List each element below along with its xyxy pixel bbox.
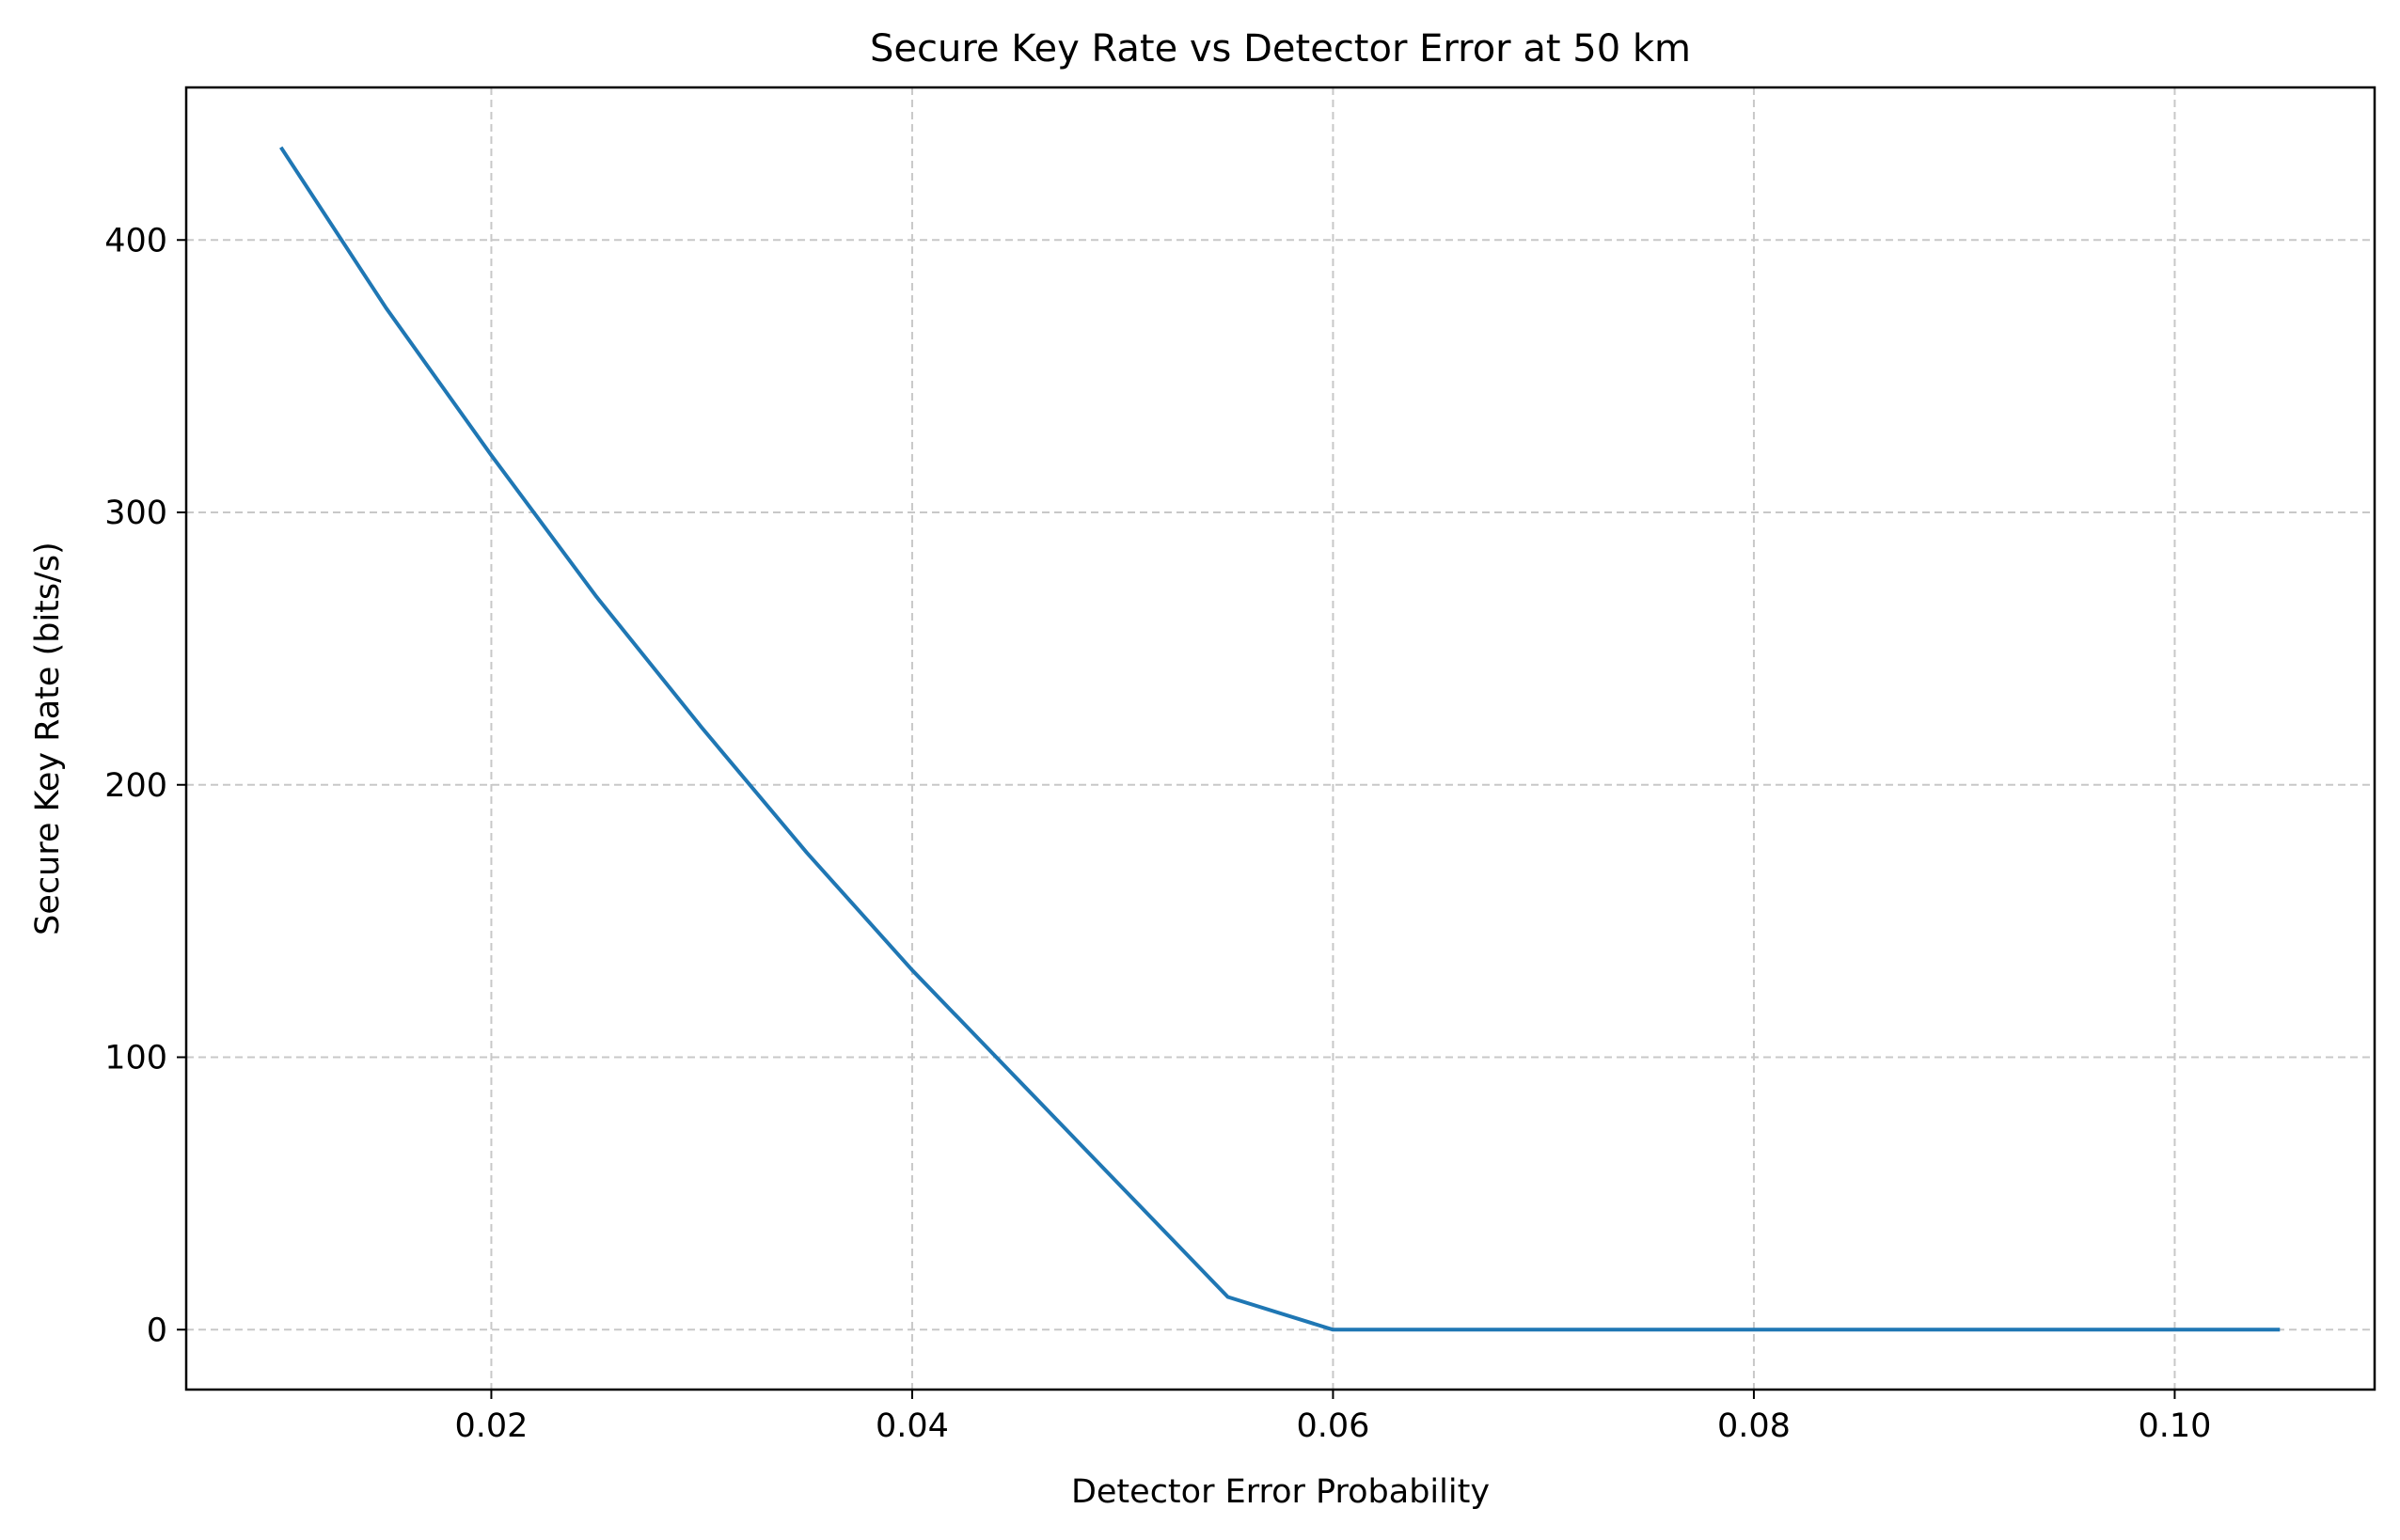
y-tick-label: 300: [104, 495, 167, 532]
y-axis-label: Secure Key Rate (bits/s): [29, 542, 67, 935]
y-tick-label: 400: [104, 222, 167, 259]
x-tick-label: 0.10: [2138, 1407, 2211, 1445]
x-tick-label: 0.06: [1296, 1407, 1369, 1445]
x-tick-label: 0.08: [1717, 1407, 1791, 1445]
axis-ticks: 0.02 0.04 0.06 0.08 0.10 0 100 200 300 400: [104, 222, 2211, 1445]
y-tick-label: 100: [104, 1040, 167, 1077]
y-tick-label: 200: [104, 767, 167, 805]
y-tick-label: 0: [147, 1312, 167, 1349]
chart-title: Secure Key Rate vs Detector Error at 50 …: [870, 27, 1691, 71]
series-layer: [279, 146, 2281, 1332]
plot-frame: [184, 86, 2376, 1391]
grid-lines: [186, 87, 2375, 1390]
x-tick-label: 0.04: [876, 1407, 949, 1445]
x-axis-label: Detector Error Probability: [1071, 1473, 1490, 1511]
series-line: [279, 146, 2281, 1332]
x-tick-label: 0.02: [454, 1407, 528, 1445]
